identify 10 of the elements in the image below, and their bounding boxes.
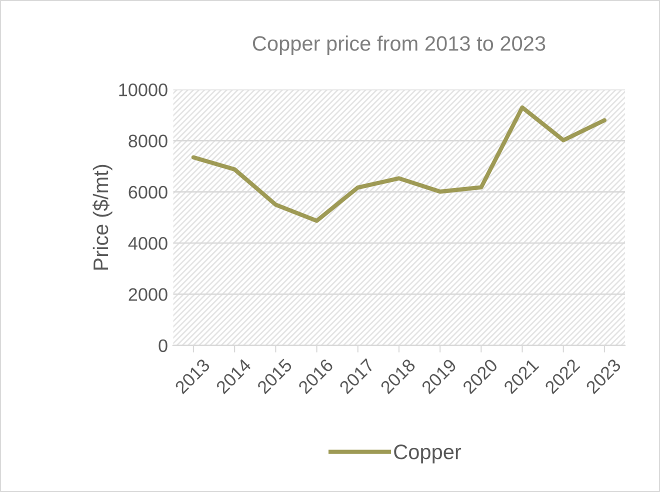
line-series bbox=[191, 105, 607, 223]
chart-title: Copper price from 2013 to 2023 bbox=[252, 36, 546, 55]
y-tick-label: 2000 bbox=[128, 288, 168, 301]
y-tick-label: 4000 bbox=[128, 236, 168, 250]
y-tick-label: 8000 bbox=[128, 134, 168, 148]
y-tick-label: 6000 bbox=[128, 186, 168, 199]
y-tick-label: 10000 bbox=[119, 83, 168, 96]
y-tick-label: 0 bbox=[158, 339, 168, 352]
y-axis-title: Price ($/mt) bbox=[92, 164, 112, 270]
legend-label: Copper bbox=[394, 444, 462, 464]
